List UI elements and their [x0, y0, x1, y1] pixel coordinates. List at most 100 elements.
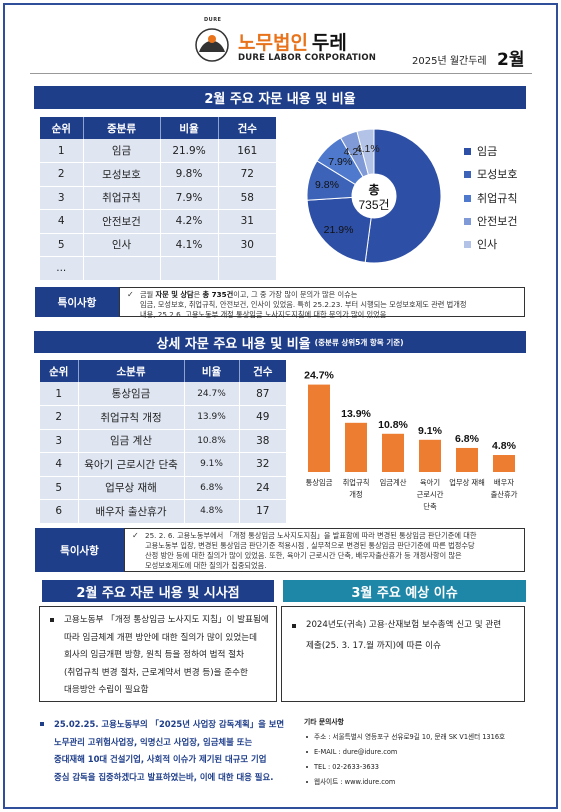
bar-tick-label: 육아기 — [420, 478, 440, 487]
section3-line: 대응방안 수립이 필요함 — [64, 685, 149, 695]
table-cell: 72 — [218, 162, 276, 187]
table-cell: 7.9% — [160, 186, 219, 210]
brand-name-2: 두레 — [311, 32, 347, 54]
pie-center-label: 총 — [368, 182, 379, 197]
table-cell: 4 — [40, 209, 84, 234]
table-cell: 2 — [40, 405, 79, 430]
table-cell: 모성보호 — [83, 162, 161, 187]
bar-tick-label: 취업규칙 — [343, 478, 370, 487]
legend-label: 모성보호 — [477, 168, 518, 182]
brand-name-korean: 노무법인 두레 — [238, 28, 347, 55]
note2-line4: 모성보호제도에 대한 질의가 집중되었음. — [145, 561, 267, 570]
note1-line2: 임금, 모성보호, 취업규칙, 안전보건, 인사이 있었음. 특히 25.2.2… — [140, 300, 467, 309]
table-cell: 21.9% — [160, 139, 219, 163]
section1-title: 2월 주요 자문 내용 및 비율 — [34, 86, 526, 109]
col-subcategory: 소분류 — [78, 360, 185, 382]
section3-box: 고용노동부 「개정 통상임금 노사지도 지침」이 발표됨에 따라 임금체계 개편… — [39, 606, 277, 702]
table-cell: 2 — [40, 162, 84, 187]
col-category: 중분류 — [83, 117, 161, 139]
bar-value-label: 24.7% — [304, 370, 334, 382]
table-cell: 육아기 근로시간 단축 — [78, 452, 185, 477]
bar-tick-label: 업무상 재해 — [449, 478, 485, 487]
table-cell: 38 — [239, 429, 286, 453]
contact-tel: TEL : 02-2633-3633 — [304, 760, 505, 775]
table-cell: 9.1% — [184, 452, 240, 477]
section2-subtitle: (중분류 상위5개 항목 기준) — [314, 337, 404, 347]
col-count: 건수 — [218, 117, 276, 139]
table-cell: 업무상 재해 — [78, 476, 185, 500]
table-cell: 3 — [40, 186, 84, 210]
brand-name-1: 노무법인 — [238, 32, 308, 54]
note2-line2: 고용노동부 입장, 변경된 통상임금 판단기준 적용시점 , 실무적으로 변경된… — [145, 541, 475, 550]
table-cell — [160, 256, 219, 281]
pie-slice — [356, 128, 375, 176]
note2-line3: 산정 방안 등에 대한 질의가 많이 있었음. 또한, 육아기 근로시간 단축,… — [145, 551, 462, 560]
section4-title: 3월 주요 예상 이슈 — [283, 580, 526, 602]
bar-value-label: 10.8% — [378, 419, 408, 431]
note1-box: ✓ 금월 자문 및 상담은 총 735건이고, 그 중 가장 많이 문의가 많은… — [119, 287, 525, 319]
table-cell: 161 — [218, 139, 276, 163]
table-cell: 24.7% — [184, 382, 240, 406]
col-rank: 순위 — [40, 360, 79, 382]
bullet-square-icon — [40, 722, 44, 726]
bar — [308, 384, 330, 472]
footer-note-line: 25.02.25. 고용노동부의 「2025년 사업장 감독계획」을 보면 — [54, 719, 285, 729]
col-ratio: 비율 — [160, 117, 219, 139]
bar-tick-label: 출산휴가 — [491, 490, 518, 499]
table-cell: 5 — [40, 476, 79, 500]
pie-center — [353, 175, 395, 217]
note1-line3: 내용, 25.2.6. 고용노동부 개정 통상임금 노사지도지침에 대한 문의가… — [140, 310, 387, 319]
detail-consult-table: 순위 소분류 비율 건수 1 통상임금 24.7% 87 2 취업규칙 개정 13.9% 49… — [40, 360, 286, 524]
table-cell: 임금 — [83, 139, 161, 163]
table-cell: 임금 계산 — [78, 429, 185, 453]
contact-email[interactable]: E-MAIL : dure@idure.com — [304, 745, 505, 760]
legend-item: 임금 — [464, 140, 517, 163]
section3-line: 회사의 임금개편 방향, 원칙 등을 정하여 법적 절차 — [64, 650, 244, 660]
footer-note-line: 중심 감독을 집중하겠다고 발표하였는바, 이에 대한 대응 필요. — [54, 771, 274, 782]
bar — [382, 433, 404, 472]
issue-title: 2025년 월간두레 — [412, 56, 487, 67]
table-row: 1 임금 21.9% 161 — [40, 139, 276, 163]
table-cell: 통상임금 — [78, 382, 185, 406]
pie-slice-label: 21.9% — [324, 224, 354, 236]
bar-value-label: 9.1% — [418, 425, 443, 437]
table-row: 1 통상임금 24.7% 87 — [40, 382, 286, 406]
bullet-square-icon — [50, 618, 54, 622]
table-row: 2 모성보호 9.8% 72 — [40, 162, 276, 187]
table-cell: 30 — [218, 233, 276, 257]
footer-note: 25.02.25. 고용노동부의 「2025년 사업장 감독계획」을 보면 노무… — [40, 716, 290, 786]
legend-swatch — [464, 148, 471, 156]
section3-line: (취업규칙 변경 절차, 근로계약서 변경 등)을 준수한 — [64, 667, 248, 678]
col-rank: 순위 — [40, 117, 84, 139]
note2-line1: 25. 2. 6. 고용노동부에서 「개정 통상임금 노사지도지침」을 발표함에… — [145, 531, 477, 540]
bar-value-label: 6.8% — [455, 433, 480, 445]
bar-value-label: 13.9% — [341, 408, 371, 420]
table-row: 3 취업규칙 7.9% 58 — [40, 186, 276, 210]
section4-line: 2024년도(귀속) 고용·산재보험 보수총액 신고 및 관련 — [306, 620, 502, 630]
contact-address: 주소 : 서울특별시 영등포구 선유로9길 10, 문래 SK V1센터 131… — [304, 730, 505, 745]
section3-line: 고용노동부 「개정 통상임금 노사지도 지침」이 발표됨에 — [64, 615, 269, 625]
bar-tick-label: 통상임금 — [306, 478, 333, 487]
table-row: 3 임금 계산 10.8% 38 — [40, 429, 286, 453]
table-cell: 13.9% — [184, 405, 240, 430]
contact-website[interactable]: 웹사이트 : www.idure.com — [304, 775, 505, 790]
bar-tick-label: 근로시간 — [417, 490, 444, 499]
contact-title: 기타 문의사항 — [304, 718, 344, 726]
note1-line1: 금월 자문 및 상담은 총 735건이고, 그 중 가장 많이 문의가 많은 이… — [140, 290, 358, 299]
table-cell: 6.8% — [184, 476, 240, 500]
legend-swatch — [464, 171, 471, 179]
logo-icon — [195, 28, 229, 62]
pie-slice — [364, 128, 442, 264]
note2-box: ✓ 25. 2. 6. 고용노동부에서 「개정 통상임금 노사지도지침」을 발표… — [124, 528, 525, 572]
table-row: 5 업무상 재해 6.8% 24 — [40, 476, 286, 500]
table-cell: 17 — [239, 499, 286, 524]
legend-swatch — [464, 194, 471, 202]
legend-item: 모성보호 — [464, 163, 517, 186]
pie-legend: 임금 모성보호 취업규칙 안전보건 인사 — [464, 140, 517, 256]
col-ratio: 비율 — [184, 360, 240, 382]
page-frame — [3, 3, 558, 809]
header-divider — [30, 73, 532, 74]
table-cell: 취업규칙 — [83, 186, 161, 210]
